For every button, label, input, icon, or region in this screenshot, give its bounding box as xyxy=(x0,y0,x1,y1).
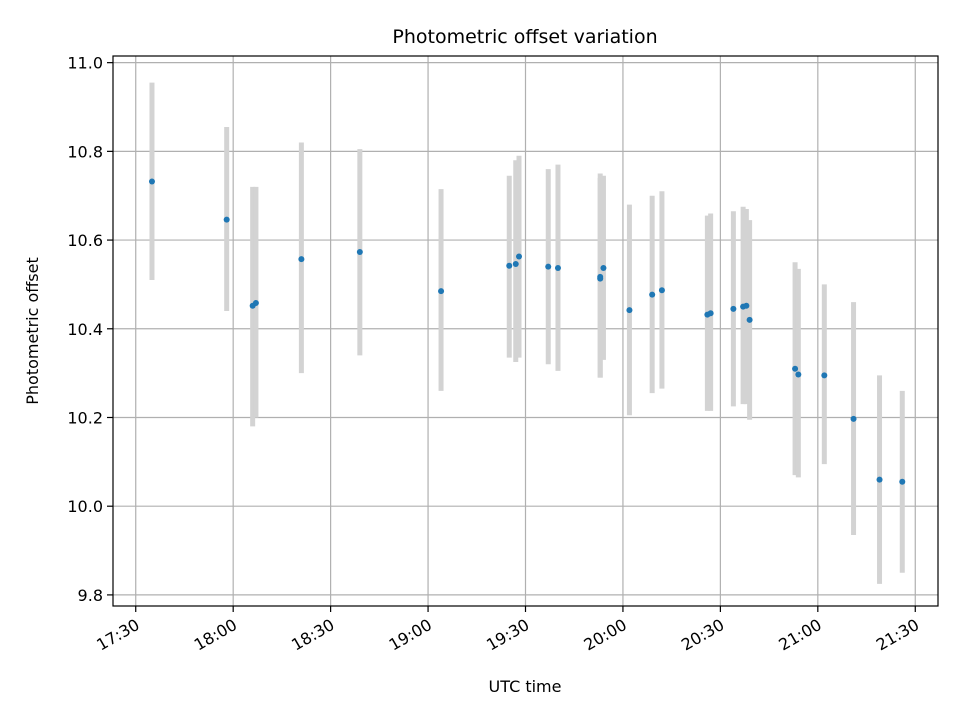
data-point xyxy=(148,178,155,185)
data-point xyxy=(600,265,607,272)
data-point xyxy=(512,261,519,268)
chart-title: Photometric offset variation xyxy=(392,26,657,48)
data-point xyxy=(821,372,828,379)
data-point xyxy=(850,415,857,422)
y-tick-label: 10.0 xyxy=(67,497,103,516)
data-point xyxy=(506,262,513,269)
data-points xyxy=(148,178,906,485)
data-point xyxy=(554,265,561,272)
y-tick-label: 11.0 xyxy=(67,54,103,73)
data-point xyxy=(658,287,665,294)
y-tick-label: 9.8 xyxy=(78,586,103,605)
y-axis: 9.8 10.0 10.2 10.4 10.6 10.8 11.0 xyxy=(67,54,113,605)
y-tick-label: 10.8 xyxy=(67,142,103,161)
data-point xyxy=(545,263,552,270)
data-point xyxy=(876,476,883,483)
data-point xyxy=(626,307,633,314)
data-point xyxy=(707,310,714,317)
data-point xyxy=(899,478,906,485)
data-point xyxy=(356,249,363,256)
x-axis-label: UTC time xyxy=(489,677,562,696)
data-point xyxy=(516,253,523,260)
data-point xyxy=(743,302,750,309)
data-point xyxy=(792,365,799,372)
data-point xyxy=(795,371,802,378)
data-point xyxy=(223,216,230,223)
data-point xyxy=(746,316,753,323)
y-tick-label: 10.2 xyxy=(67,408,103,427)
y-tick-label: 10.6 xyxy=(67,231,103,250)
data-point xyxy=(597,275,604,282)
data-point xyxy=(298,256,305,263)
data-point xyxy=(649,291,656,298)
data-point xyxy=(252,300,259,307)
y-axis-label: Photometric offset xyxy=(23,257,42,405)
y-tick-label: 10.4 xyxy=(67,320,103,339)
data-point xyxy=(730,305,737,312)
data-point xyxy=(438,288,445,295)
